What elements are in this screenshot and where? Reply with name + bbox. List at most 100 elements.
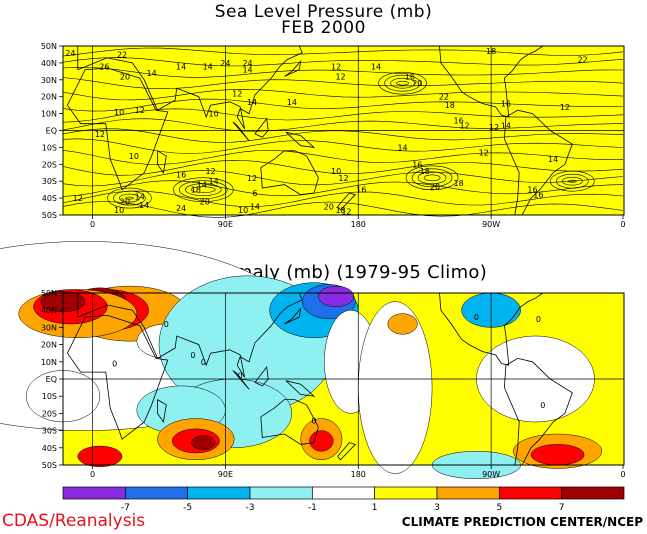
contour-label: 14	[250, 203, 260, 212]
contour-label: 20	[120, 197, 130, 206]
isobar-ring	[125, 196, 134, 200]
contour-line	[62, 138, 624, 154]
slp-title: Sea Level Pressure (mb)	[214, 2, 433, 22]
anomaly-region	[191, 435, 216, 450]
contour-label: 12	[459, 121, 469, 130]
contour-label: 12	[341, 208, 351, 217]
colorbar-swatch	[124, 486, 189, 500]
contour-label: 14	[247, 98, 257, 107]
contour-label: 12	[338, 174, 348, 183]
contour-label: 16	[356, 186, 366, 195]
contour-label: 18	[445, 101, 455, 110]
contour-label: 12	[135, 106, 145, 115]
isobar-ring	[411, 168, 453, 188]
contour-line	[62, 149, 623, 165]
contour-label: 16	[405, 72, 415, 81]
contour-line	[62, 57, 624, 67]
contour-label: 14	[135, 192, 145, 201]
contour-label: 12	[331, 62, 341, 71]
isobar-ring	[172, 177, 234, 202]
contour-line	[62, 98, 624, 112]
colorbar: -7 -5 -3 -1 1 3 5 7	[62, 486, 625, 513]
contour-label: 0	[311, 416, 316, 425]
y-tick-label: 40N	[41, 59, 57, 68]
isobar-ring	[550, 170, 595, 192]
colorbar-label: -7	[121, 503, 130, 513]
y-tick-label: 30S	[42, 177, 57, 186]
colorbar-label: -5	[183, 503, 192, 513]
contour-label: 18	[335, 206, 345, 215]
contour-label: 14	[242, 66, 252, 75]
anomaly-region	[318, 285, 355, 308]
y-tick-label: 10N	[41, 110, 57, 119]
contour-label: 0	[112, 360, 117, 369]
contour-label: 26	[99, 62, 109, 71]
y-tick-label: 40S	[42, 444, 57, 453]
y-tick-label: EQ	[46, 375, 57, 384]
colorbar-swatch	[436, 486, 500, 500]
colorbar-swatch	[498, 486, 563, 500]
contour-label: 10	[331, 167, 341, 176]
isobar-ring	[423, 174, 441, 182]
isobar-ring	[405, 165, 459, 191]
contour-label: 18	[454, 179, 464, 188]
isobar-ring	[384, 74, 421, 92]
contour-label: 14	[287, 98, 297, 107]
contour-label: 10	[238, 206, 248, 215]
isobar-ring	[107, 187, 152, 209]
colorbar-label: 3	[434, 503, 440, 513]
colorbar-swatch	[187, 486, 251, 500]
isobar-ring	[119, 193, 140, 203]
contour-label: 0	[201, 358, 206, 367]
isobar-ring	[184, 183, 222, 196]
contour-label: 18	[191, 186, 201, 195]
contour-label: 16	[533, 191, 543, 200]
contour-label: 16	[176, 170, 186, 179]
contour-label: 10	[129, 152, 139, 161]
y-tick-label: 50N	[41, 289, 57, 298]
contour-label: 24	[176, 204, 186, 213]
contour-label: 14	[176, 62, 186, 71]
y-tick-label: 20S	[42, 409, 57, 418]
isobar-ring	[390, 77, 415, 89]
contour-label: 22	[439, 93, 449, 102]
isobar-ring	[562, 176, 583, 186]
contour-line	[62, 190, 624, 208]
contour-label: 14	[139, 201, 149, 210]
contour-label: 0	[164, 320, 169, 329]
contour-label: 10	[114, 206, 124, 215]
colorbar-swatch	[249, 486, 313, 500]
x-tick-label: 90W	[482, 220, 500, 229]
x-tick-label: 90W	[482, 470, 500, 479]
isobar-ring	[417, 171, 447, 185]
contour-label: 0	[540, 401, 545, 410]
colorbar-swatch	[374, 486, 438, 500]
contour-label: 24	[220, 59, 230, 68]
contour-label: 18	[486, 47, 496, 56]
y-tick-label: 10S	[42, 143, 57, 152]
contour-label: 14	[208, 177, 218, 186]
contour-label: 24	[242, 59, 252, 68]
slp-subtitle: FEB 2000	[281, 18, 366, 38]
contour-label: 14	[397, 143, 407, 152]
isobar-ring	[556, 173, 589, 189]
y-tick-label: 40S	[42, 194, 57, 203]
isobar-ring	[178, 180, 228, 199]
contour-label: 10	[208, 110, 218, 119]
x-tick-label: 180	[351, 220, 366, 229]
x-tick-label: 0	[620, 220, 625, 229]
contour-label: 6	[252, 189, 257, 198]
credit-label: CLIMATE PREDICTION CENTER/NCEP	[401, 515, 643, 529]
contour-label: 0	[474, 313, 479, 322]
contour-label: 14	[146, 69, 156, 78]
contour-line	[62, 108, 624, 123]
contour-label: 12	[206, 167, 216, 176]
colorbar-label: 1	[372, 503, 378, 513]
colorbar-swatch	[62, 486, 126, 500]
contour-label: 12	[247, 174, 257, 183]
contour-label: 20	[200, 197, 210, 206]
contour-label: 20	[324, 203, 334, 212]
contour-label: 12	[560, 103, 570, 112]
